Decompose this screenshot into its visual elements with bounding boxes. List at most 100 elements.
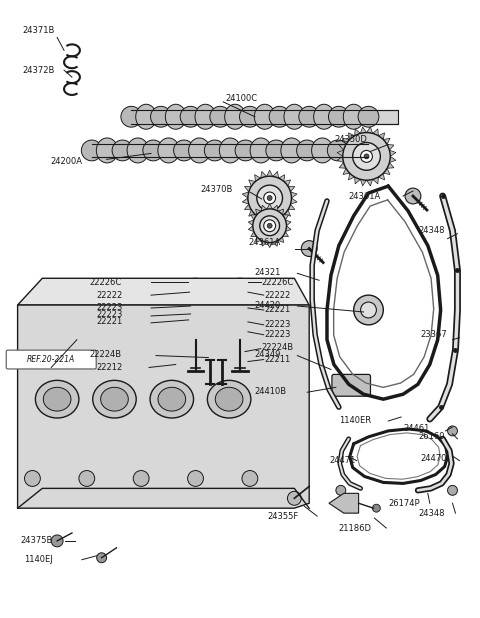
Circle shape xyxy=(79,470,95,486)
Polygon shape xyxy=(284,180,290,186)
Polygon shape xyxy=(348,173,355,180)
Polygon shape xyxy=(279,175,285,182)
Polygon shape xyxy=(372,177,378,184)
Polygon shape xyxy=(286,220,291,226)
Text: 26174P: 26174P xyxy=(388,499,420,508)
Text: 24361A: 24361A xyxy=(349,192,381,200)
Text: 24471: 24471 xyxy=(329,456,355,465)
Text: 23367: 23367 xyxy=(420,330,447,339)
Polygon shape xyxy=(261,218,266,224)
Polygon shape xyxy=(261,240,267,246)
Polygon shape xyxy=(343,138,350,145)
Polygon shape xyxy=(339,145,346,150)
Polygon shape xyxy=(279,214,285,221)
Circle shape xyxy=(267,223,272,228)
Text: 22224B: 22224B xyxy=(90,350,122,359)
Polygon shape xyxy=(251,215,257,220)
Circle shape xyxy=(112,140,133,161)
Ellipse shape xyxy=(166,104,186,129)
Text: 24370B: 24370B xyxy=(201,185,233,193)
Polygon shape xyxy=(283,232,288,237)
Circle shape xyxy=(248,176,291,220)
Text: 22221: 22221 xyxy=(264,305,291,315)
Polygon shape xyxy=(18,305,309,508)
Ellipse shape xyxy=(101,387,128,411)
Text: 24355F: 24355F xyxy=(268,512,299,520)
Polygon shape xyxy=(249,180,255,186)
Ellipse shape xyxy=(250,138,272,163)
Circle shape xyxy=(253,209,287,243)
Text: 21186D: 21186D xyxy=(339,523,372,533)
Polygon shape xyxy=(389,150,396,156)
Polygon shape xyxy=(290,192,297,198)
FancyBboxPatch shape xyxy=(6,350,96,369)
Polygon shape xyxy=(18,278,309,305)
Circle shape xyxy=(354,295,384,325)
Text: 24461: 24461 xyxy=(403,425,430,433)
Circle shape xyxy=(360,302,376,318)
Ellipse shape xyxy=(219,138,241,163)
Text: 24321: 24321 xyxy=(255,268,281,277)
Circle shape xyxy=(269,106,290,127)
Ellipse shape xyxy=(136,104,156,129)
Circle shape xyxy=(51,535,63,547)
Ellipse shape xyxy=(343,104,364,129)
Text: 22226C: 22226C xyxy=(90,277,122,287)
Ellipse shape xyxy=(189,138,210,163)
Polygon shape xyxy=(267,204,273,209)
Text: 24100C: 24100C xyxy=(225,95,257,103)
Polygon shape xyxy=(360,179,367,186)
Polygon shape xyxy=(284,210,290,216)
Ellipse shape xyxy=(96,138,118,163)
Text: 22226C: 22226C xyxy=(262,277,294,287)
FancyBboxPatch shape xyxy=(332,375,371,396)
Text: 24372B: 24372B xyxy=(23,66,55,75)
Polygon shape xyxy=(249,210,255,216)
Text: 24470: 24470 xyxy=(420,454,446,463)
Polygon shape xyxy=(329,493,359,513)
Text: 24361A: 24361A xyxy=(248,238,280,247)
Ellipse shape xyxy=(225,104,245,129)
Circle shape xyxy=(372,504,380,512)
Polygon shape xyxy=(273,218,279,224)
Polygon shape xyxy=(384,168,390,174)
Polygon shape xyxy=(286,226,291,232)
Polygon shape xyxy=(256,209,261,215)
Circle shape xyxy=(264,192,276,204)
Circle shape xyxy=(180,106,201,127)
Text: 22223: 22223 xyxy=(96,303,123,311)
Polygon shape xyxy=(339,163,346,168)
Text: 24375B: 24375B xyxy=(21,536,53,546)
Circle shape xyxy=(447,485,457,495)
Ellipse shape xyxy=(312,138,333,163)
Circle shape xyxy=(96,552,107,563)
Text: 24349: 24349 xyxy=(255,350,281,359)
Text: 26160: 26160 xyxy=(418,433,444,441)
Polygon shape xyxy=(261,205,267,211)
Text: 24350D: 24350D xyxy=(334,135,367,144)
Circle shape xyxy=(240,106,260,127)
Circle shape xyxy=(266,140,287,161)
Circle shape xyxy=(301,240,317,256)
Circle shape xyxy=(299,106,320,127)
Text: 22211: 22211 xyxy=(264,355,291,364)
Polygon shape xyxy=(278,209,284,215)
Circle shape xyxy=(192,300,199,307)
Ellipse shape xyxy=(216,387,243,411)
Circle shape xyxy=(121,106,142,127)
Circle shape xyxy=(257,185,283,211)
Polygon shape xyxy=(288,186,295,192)
Ellipse shape xyxy=(234,290,246,295)
Polygon shape xyxy=(261,171,266,178)
Circle shape xyxy=(327,140,348,161)
Circle shape xyxy=(358,106,379,127)
Polygon shape xyxy=(355,177,360,184)
Circle shape xyxy=(264,220,276,232)
Polygon shape xyxy=(387,145,394,150)
Text: 24420: 24420 xyxy=(255,300,281,310)
Circle shape xyxy=(364,154,369,159)
Polygon shape xyxy=(283,215,288,220)
Circle shape xyxy=(336,485,346,495)
Circle shape xyxy=(81,140,102,161)
Ellipse shape xyxy=(195,104,216,129)
